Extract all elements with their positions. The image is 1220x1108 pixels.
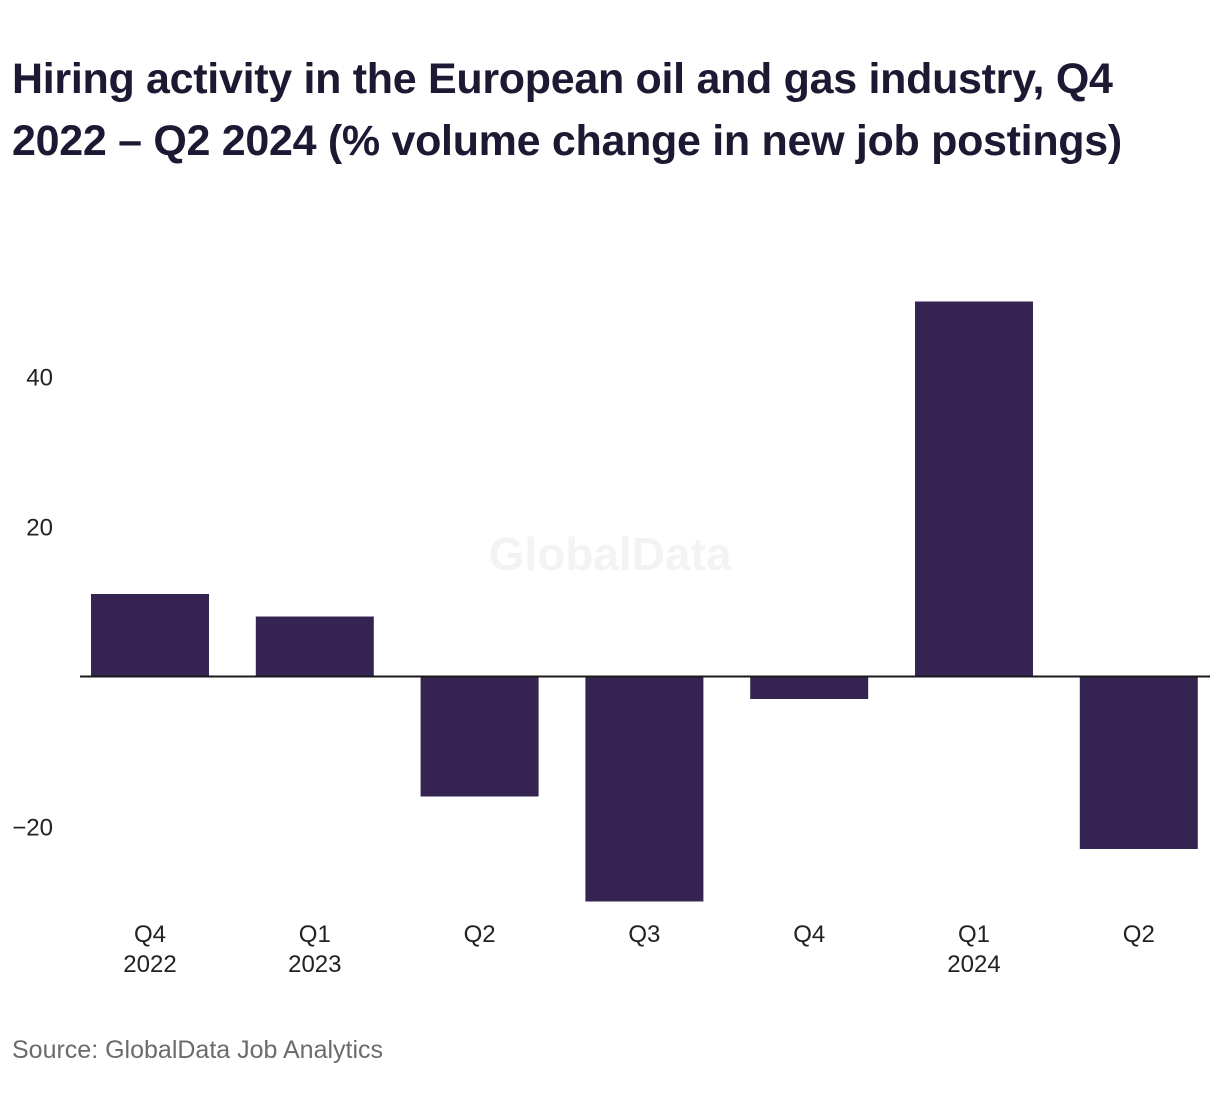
- x-tick-label: Q1: [299, 921, 331, 948]
- bar-series: [91, 301, 1198, 902]
- y-tick-label: 20: [26, 515, 53, 542]
- bar-q1-2024: [915, 301, 1033, 677]
- x-tick-label: Q4: [793, 921, 825, 948]
- x-tick-label: Q4: [134, 921, 166, 948]
- x-tick-label: Q2: [464, 921, 496, 948]
- x-tick-label: Q2: [1123, 921, 1155, 948]
- bar-q4-2022: [91, 594, 209, 677]
- x-tick-label: Q1: [958, 921, 990, 948]
- bar-q3: [585, 676, 704, 902]
- x-tick-label: Q3: [628, 921, 660, 948]
- y-tick-label: −20: [12, 815, 53, 842]
- bar-q2: [420, 676, 539, 797]
- x-axis-ticks: Q4 2022 Q1 2023 Q2 Q3 Q4 Q1 2024 Q2: [123, 921, 1155, 978]
- y-tick-label: 40: [26, 365, 53, 392]
- bar-q1-2023: [255, 616, 374, 677]
- chart-title: Hiring activity in the European oil and …: [12, 55, 1122, 165]
- watermark: GlobalData: [489, 528, 732, 580]
- source-note: Source: GlobalData Job Analytics: [12, 1036, 384, 1064]
- x-tick-year-label: 2024: [947, 951, 1000, 978]
- bar-q4: [750, 676, 869, 699]
- y-axis-ticks: 40 20 −20: [12, 365, 53, 842]
- bar-q2: [1079, 676, 1198, 849]
- x-tick-year-label: 2022: [123, 951, 176, 978]
- x-tick-year-label: 2023: [288, 951, 341, 978]
